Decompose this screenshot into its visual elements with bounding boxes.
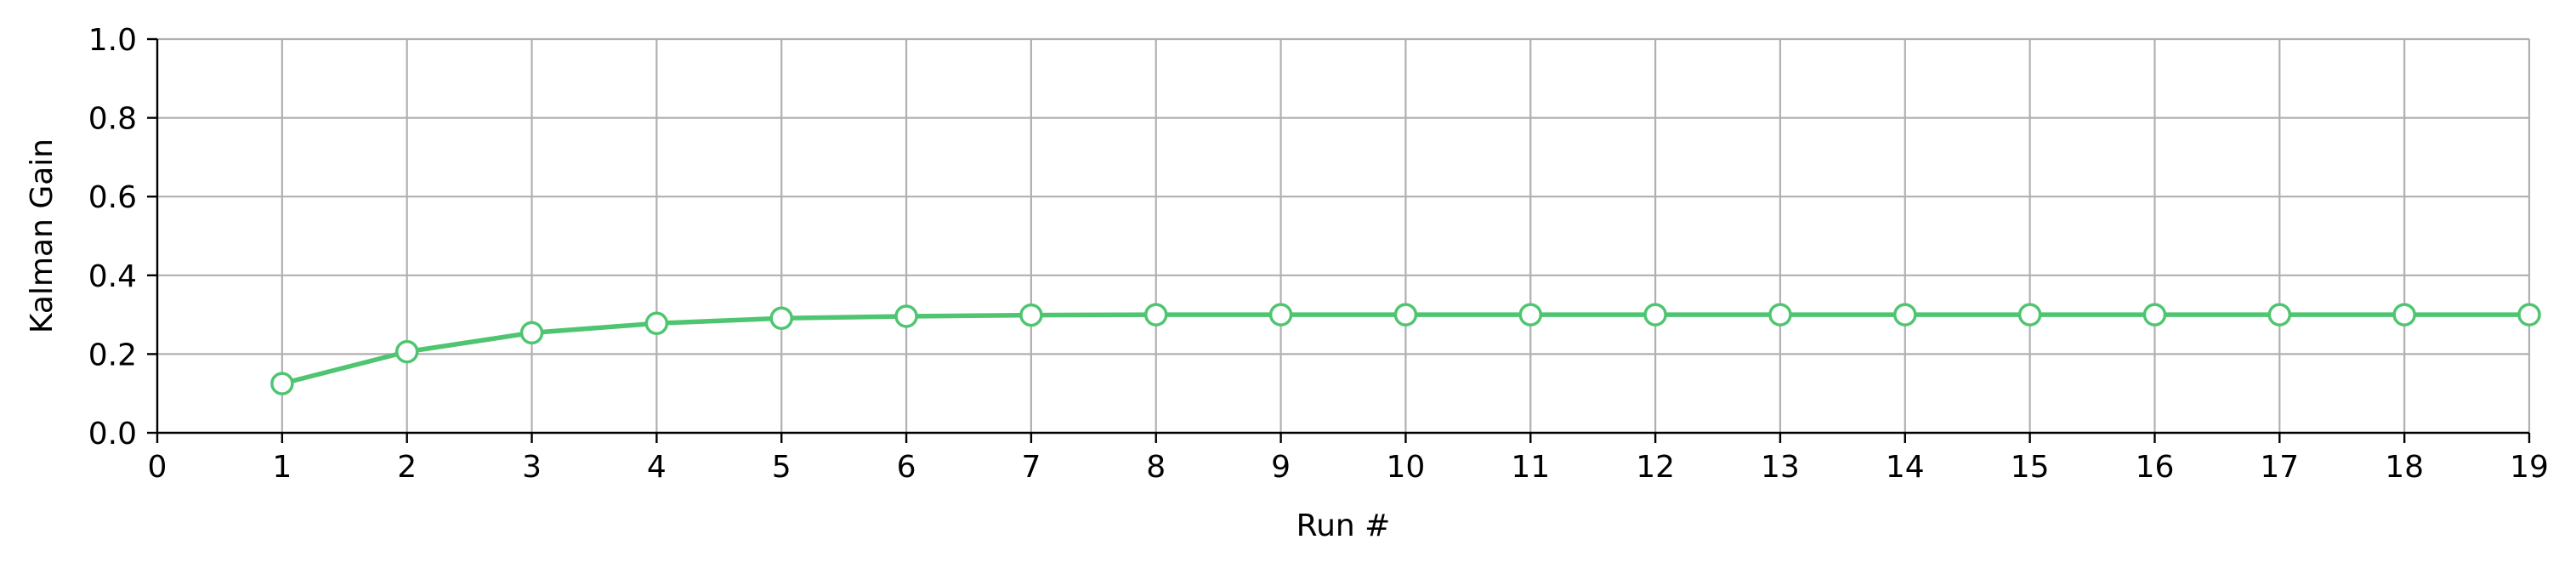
data-point-marker	[2517, 303, 2541, 327]
data-point-marker	[1518, 303, 1543, 327]
x-axis-ticks: 0 1 2 3 4 5 6 7 8 9 10 11 12 13 14 15 16 17 18 19	[148, 433, 2549, 485]
data-point-marker	[1643, 303, 1667, 327]
data-point-marker	[2392, 303, 2416, 327]
x-tick-label: 9	[1271, 450, 1291, 485]
data-point-marker	[270, 372, 294, 395]
y-axis-ticks: 0.0 0.2 0.4 0.6 0.8 1.0	[88, 23, 157, 452]
data-point-marker	[644, 311, 669, 336]
data-point-marker	[1019, 303, 1043, 327]
x-axis-title: Run #	[1297, 508, 1391, 543]
data-point-marker	[2267, 303, 2292, 327]
x-tick-label: 0	[148, 450, 167, 485]
x-tick-label: 11	[1511, 450, 1550, 485]
data-point-marker	[519, 321, 544, 345]
x-tick-label: 13	[1761, 450, 1800, 485]
x-tick-label: 14	[1886, 450, 1925, 485]
series-layer	[270, 303, 2541, 395]
x-tick-label: 19	[2510, 450, 2549, 485]
x-tick-label: 18	[2385, 450, 2424, 485]
data-point-marker	[1768, 303, 1792, 327]
y-tick-label: 1.0	[88, 23, 137, 58]
x-tick-label: 7	[1021, 450, 1041, 485]
data-point-marker	[2142, 303, 2167, 327]
y-axis-title: Kalman Gain	[25, 139, 60, 333]
data-point-marker	[894, 304, 918, 328]
data-point-marker	[1143, 303, 1168, 327]
x-tick-label: 4	[647, 450, 667, 485]
x-gridlines	[156, 39, 2531, 433]
x-tick-label: 10	[1387, 450, 1426, 485]
y-tick-label: 0.0	[88, 417, 137, 452]
x-tick-label: 3	[522, 450, 542, 485]
x-tick-label: 6	[897, 450, 916, 485]
y-tick-label: 0.4	[88, 259, 137, 294]
axes	[156, 39, 2529, 435]
x-tick-label: 15	[2011, 450, 2050, 485]
data-point-marker	[1393, 303, 1418, 327]
data-point-marker	[769, 306, 793, 331]
data-point-marker	[1268, 303, 1293, 327]
data-point-marker	[1893, 303, 1917, 327]
x-tick-label: 12	[1636, 450, 1675, 485]
x-tick-label: 5	[772, 450, 792, 485]
y-tick-label: 0.2	[88, 338, 137, 372]
x-tick-label: 2	[397, 450, 417, 485]
y-gridlines	[157, 37, 2529, 355]
data-point-marker	[2017, 303, 2042, 327]
data-point-marker	[394, 339, 419, 364]
y-tick-label: 0.8	[88, 102, 137, 137]
y-tick-label: 0.6	[88, 180, 137, 215]
x-tick-label: 8	[1146, 450, 1166, 485]
x-tick-label: 1	[272, 450, 292, 485]
x-tick-label: 16	[2136, 450, 2175, 485]
x-tick-label: 17	[2260, 450, 2299, 485]
